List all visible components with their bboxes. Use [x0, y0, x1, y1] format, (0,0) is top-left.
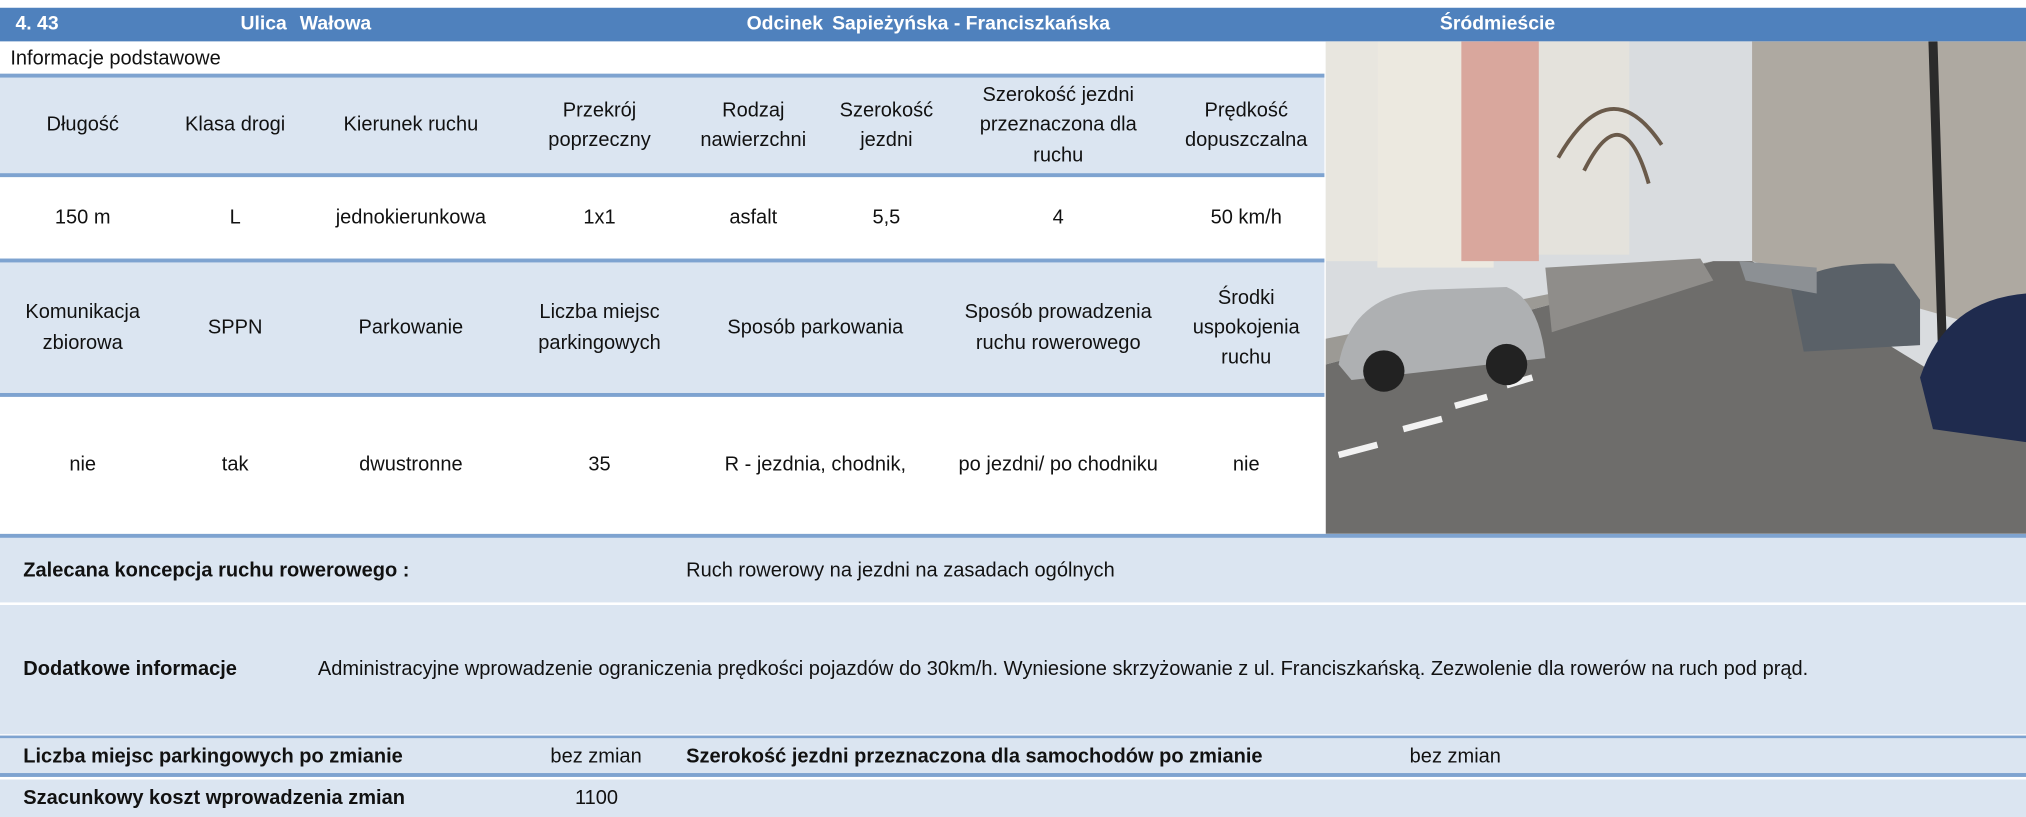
district: Śródmieście — [1439, 12, 1556, 35]
column-header: Sposób parkowania — [727, 316, 904, 339]
cell-value: R - jezdnia, chodnik, — [724, 454, 907, 477]
car — [1920, 293, 2026, 443]
street-label: Ulica — [240, 12, 287, 35]
building — [1325, 41, 1378, 262]
cell-value: 150 m — [54, 207, 111, 230]
cell-value: tak — [221, 454, 249, 477]
column-header: Klasa drogi — [185, 114, 286, 137]
header-band — [0, 73, 1325, 178]
building — [1461, 41, 1539, 262]
after-change-row: Liczba miejsc parkingowych po zmianie be… — [0, 735, 2026, 777]
width-after-value: bez zmian — [1409, 745, 1501, 768]
cell-value: po jezdni/ po chodniku — [958, 454, 1158, 477]
trees — [1752, 41, 2026, 339]
pole — [1928, 41, 1948, 378]
wheel — [1485, 343, 1528, 386]
cell-value: asfalt — [729, 207, 778, 230]
width-after-label: Szerokość jezdni przeznaczona dla samoch… — [686, 745, 1263, 768]
additional-row: Dodatkowe informacje Administracyjne wpr… — [0, 604, 2026, 735]
parked-cars — [1545, 258, 1714, 333]
recommendation-row: Zalecana koncepcja ruchu rowerowego : Ru… — [0, 533, 2026, 603]
cell-value: 35 — [588, 454, 611, 477]
basic-info-title: Informacje podstawowe — [10, 47, 221, 70]
header-bar: 4. 43 Ulica Wałowa Odcinek Sapieżyńska -… — [0, 7, 2026, 42]
recommendation-label: Zalecana koncepcja ruchu rowerowego : — [23, 559, 410, 582]
section-number: 4. 43 — [15, 12, 59, 35]
cell-value: 1x1 — [583, 207, 616, 230]
column-header: Sposób prowadzenia ruchu rowerowego — [964, 301, 1152, 354]
cell-value: nie — [69, 454, 97, 477]
section-name: Sapieżyńska - Franciszkańska — [832, 12, 1111, 35]
additional-value: Administracyjne wprowadzenie ograniczeni… — [317, 657, 1809, 680]
column-header: Prędkość dopuszczalna — [1184, 99, 1308, 152]
column-header: Liczba miejsc parkingowych — [538, 301, 661, 354]
street-photo — [1325, 41, 2026, 534]
parked-cars — [1739, 261, 1817, 294]
cell-value: L — [229, 207, 241, 230]
column-header: Rodzaj nawierzchni — [700, 99, 807, 152]
column-header: Komunikacja zbiorowa — [25, 301, 141, 354]
parking-after-value: bez zmian — [550, 745, 642, 768]
section-label: Odcinek — [746, 12, 824, 35]
cost-row: Szacunkowy koszt wprowadzenia zmian 1100 — [0, 779, 2026, 817]
column-header: Środki uspokojenia ruchu — [1192, 286, 1300, 369]
cost-value: 1100 — [574, 787, 619, 810]
column-header: Parkowanie — [358, 316, 464, 339]
building — [1538, 41, 1630, 255]
parking-after-label: Liczba miejsc parkingowych po zmianie — [23, 745, 403, 768]
cell-value: nie — [1232, 454, 1260, 477]
column-header: SPPN — [207, 316, 263, 339]
road-marking — [1337, 374, 1534, 459]
street-name: Wałowa — [299, 12, 372, 35]
additional-label: Dodatkowe informacje — [23, 657, 237, 680]
cell-value: 50 km/h — [1210, 207, 1282, 230]
cell-value: jednokierunkowa — [335, 207, 487, 230]
wheel — [1363, 350, 1405, 392]
cell-value: dwustronne — [359, 454, 463, 477]
recommendation-value: Ruch rowerowy na jezdni na zasadach ogól… — [686, 559, 1115, 582]
cost-label: Szacunkowy koszt wprowadzenia zmian — [23, 787, 405, 810]
tree — [1556, 107, 1664, 185]
column-header: Szerokość jezdni przeznaczona dla ruchu — [979, 84, 1137, 167]
column-header: Kierunek ruchu — [343, 114, 479, 137]
cell-value: 5,5 — [872, 207, 901, 230]
column-header: Szerokość jezdni — [839, 99, 934, 152]
car — [1790, 263, 1921, 352]
header-band — [0, 258, 1325, 397]
cell-value: 4 — [1052, 207, 1064, 230]
column-header: Długość — [46, 114, 119, 137]
column-header: Przekrój poprzeczny — [548, 99, 651, 152]
